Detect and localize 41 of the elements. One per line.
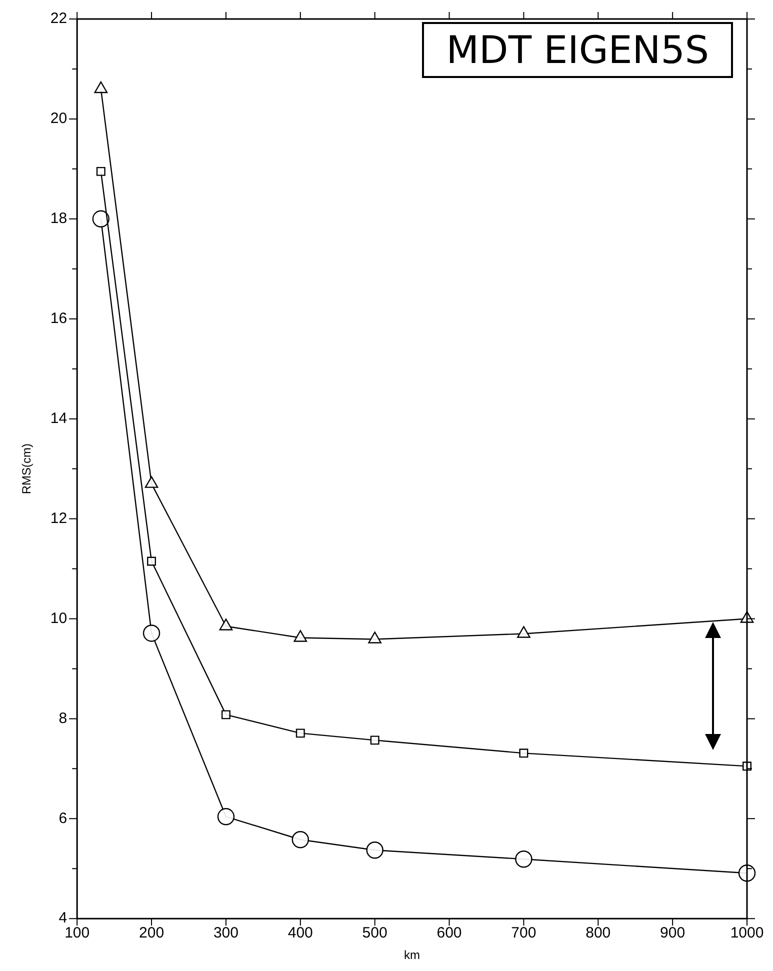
y-tick-label: 14 [50, 410, 68, 427]
y-tick-label: 4 [58, 910, 68, 927]
y-tick-label: 12 [50, 510, 68, 527]
x-axis-title: km [404, 948, 420, 962]
x-tick-label: 100 [64, 924, 90, 942]
y-tick-label: 22 [50, 10, 68, 28]
y-tick-label: 16 [50, 310, 68, 328]
point [515, 850, 532, 868]
x-tick-label: 300 [213, 924, 238, 942]
point [96, 166, 106, 176]
point [144, 476, 158, 488]
point [94, 81, 108, 94]
y-tick-label: 20 [50, 110, 68, 128]
point [92, 210, 110, 228]
point [292, 831, 309, 848]
x-tick-label: 200 [139, 924, 164, 942]
y-axis-title: RMS(cm) [20, 443, 34, 494]
point [296, 728, 305, 738]
point [219, 618, 233, 630]
point [370, 736, 380, 745]
y-tick-label: 18 [50, 210, 68, 228]
point [147, 556, 156, 566]
point [519, 748, 528, 758]
y-tick-label: 8 [58, 710, 68, 727]
y-tick-label: 10 [50, 610, 68, 627]
x-tick-label: 400 [288, 924, 313, 942]
chart-title: MDT EIGEN5S [422, 22, 733, 78]
x-tick-label: 900 [660, 924, 686, 942]
x-tick-label: 1000 [730, 924, 764, 942]
x-tick-label: 500 [362, 924, 388, 942]
point [142, 624, 160, 642]
x-tick-label: 600 [436, 924, 462, 942]
point [368, 632, 382, 644]
point [517, 626, 530, 638]
point [366, 842, 384, 859]
x-tick-label: 800 [586, 924, 611, 942]
y-tick-label: 6 [58, 810, 68, 827]
point [221, 710, 230, 720]
point [217, 808, 235, 826]
point [294, 630, 308, 642]
x-tick-label: 700 [511, 924, 536, 942]
